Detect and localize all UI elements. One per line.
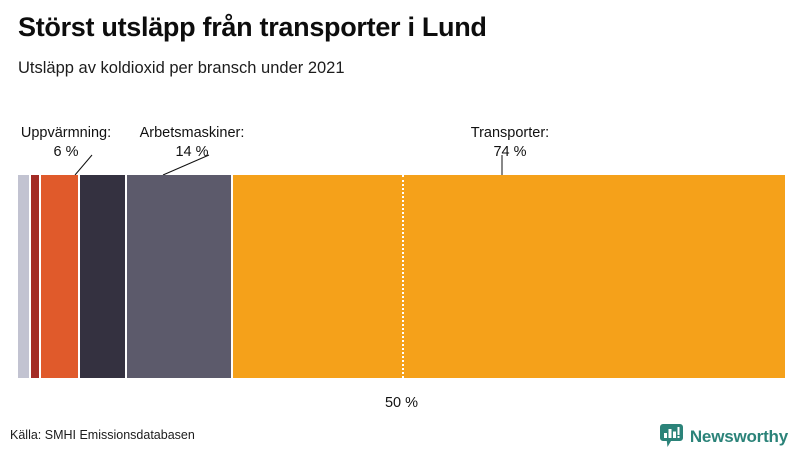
bar-plot-area (18, 175, 785, 378)
bar-segment-gap (29, 175, 32, 378)
newsworthy-bars-icon (659, 424, 683, 447)
annotation-uppvarmning-value: 6 % (53, 144, 79, 161)
bar-segment-gap (231, 175, 234, 378)
bar-segment[interactable] (233, 175, 785, 378)
bar-segment[interactable] (18, 175, 30, 378)
bar-segment[interactable] (31, 175, 39, 378)
annotation-transporter: Transporter: 74 % (400, 124, 620, 162)
chart-title: Störst utsläpp från transporter i Lund (18, 12, 487, 42)
bar-segment[interactable] (126, 175, 232, 378)
annotation-arbetsmaskiner-label: Arbetsmaskiner: (139, 125, 245, 141)
bar-segment[interactable] (79, 175, 125, 378)
annotation-uppvarmning-label: Uppvärmning: (20, 125, 112, 141)
bar-segment[interactable] (40, 175, 78, 378)
annotation-transporter-value: 74 % (493, 144, 527, 161)
newsworthy-wordmark: Newsworthy (689, 426, 788, 446)
newsworthy-logo[interactable]: Newsworthy (659, 424, 788, 448)
source-note: Källa: SMHI Emissionsdatabasen (10, 428, 195, 442)
bar-segment-gap (77, 175, 80, 378)
bar-segment-gap (124, 175, 127, 378)
annotation-uppvarmning: Uppvärmning: 6 % (0, 124, 136, 162)
reference-line-50-percent (401, 175, 404, 378)
annotation-transporter-label: Transporter: (470, 125, 550, 141)
stacked-bar (18, 175, 785, 378)
annotation-arbetsmaskiner: Arbetsmaskiner: 14 % (108, 124, 276, 162)
chart-subtitle: Utsläpp av koldioxid per bransch under 2… (18, 59, 345, 77)
reference-label-50-percent: 50 % (384, 395, 419, 411)
bar-segment-gap (38, 175, 41, 378)
annotation-arbetsmaskiner-value: 14 % (175, 144, 209, 161)
